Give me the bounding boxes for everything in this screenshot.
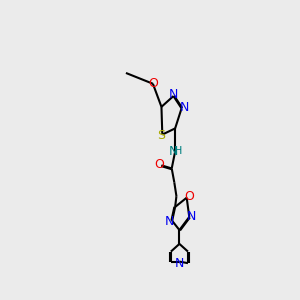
Text: S: S xyxy=(157,129,165,142)
Text: O: O xyxy=(148,76,158,90)
Text: N: N xyxy=(169,145,178,158)
Text: H: H xyxy=(174,146,182,156)
Text: N: N xyxy=(175,257,184,270)
Text: N: N xyxy=(169,88,178,100)
Text: N: N xyxy=(165,215,174,228)
Text: N: N xyxy=(179,100,189,114)
Text: O: O xyxy=(184,190,194,203)
Text: O: O xyxy=(154,158,164,171)
Text: N: N xyxy=(187,211,196,224)
